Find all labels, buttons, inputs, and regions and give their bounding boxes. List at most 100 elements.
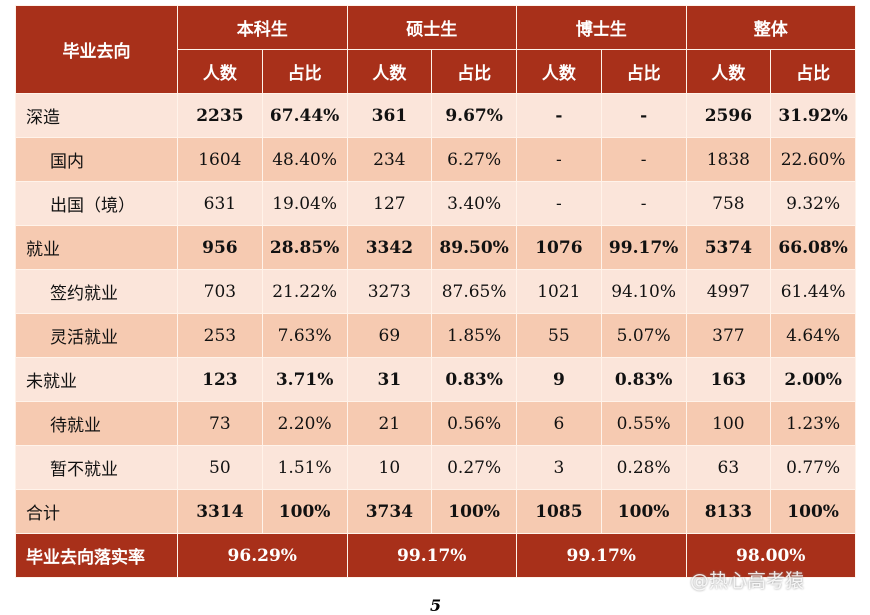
count-cell: - xyxy=(516,181,602,226)
count-cell: 73 xyxy=(177,401,263,446)
table-row: 灵活就业 253 7.63% 69 1.85% 55 5.07% 377 4.64% xyxy=(15,313,856,358)
ratio-cell: 0.27% xyxy=(431,445,517,490)
count-cell: 163 xyxy=(685,357,772,402)
count-cell: 31 xyxy=(346,357,433,402)
ratio-cell: 1.51% xyxy=(261,445,348,490)
header-ratio: 占比 xyxy=(770,49,856,94)
count-cell: 361 xyxy=(346,93,433,138)
ratio-cell: 67.44% xyxy=(261,93,348,138)
ratio-cell: 87.65% xyxy=(431,269,517,314)
ratio-cell: 100% xyxy=(600,489,687,534)
ratio-cell: 89.50% xyxy=(431,225,517,270)
header-destination: 毕业去向 xyxy=(15,5,178,94)
table-row: 暂不就业 50 1.51% 10 0.27% 3 0.28% 63 0.77% xyxy=(15,445,856,490)
placement-rate-row: 毕业去向落实率 96.29% 99.17% 99.17% 98.00% xyxy=(15,533,856,578)
count-cell: 123 xyxy=(177,357,263,402)
ratio-cell: 19.04% xyxy=(261,181,348,226)
count-cell: 234 xyxy=(346,137,433,182)
table-row: 合计 3314 100% 3734 100% 1085 100% 8133 100% xyxy=(15,489,856,534)
row-label: 合计 xyxy=(15,489,178,534)
ratio-cell: 31.92% xyxy=(770,93,856,138)
ratio-cell: 22.60% xyxy=(770,137,856,182)
row-label: 灵活就业 xyxy=(15,313,178,358)
count-cell: 4997 xyxy=(685,269,772,314)
ratio-cell: 1.23% xyxy=(770,401,856,446)
table-row: 签约就业 703 21.22% 3273 87.65% 1021 94.10% 4997 61.… xyxy=(15,269,856,314)
header-group: 本科生 xyxy=(177,5,348,50)
count-cell: 1076 xyxy=(516,225,602,270)
row-label: 国内 xyxy=(15,137,178,182)
ratio-cell: 4.64% xyxy=(770,313,856,358)
count-cell: 3734 xyxy=(346,489,433,534)
count-cell: 1604 xyxy=(177,137,263,182)
count-cell: 2596 xyxy=(685,93,772,138)
watermark: @热心高考猿 xyxy=(690,570,805,592)
header-count: 人数 xyxy=(346,49,433,94)
count-cell: 100 xyxy=(685,401,772,446)
count-cell: 3273 xyxy=(346,269,433,314)
ratio-cell: 0.83% xyxy=(431,357,517,402)
ratio-cell: 5.07% xyxy=(600,313,687,358)
ratio-cell: 3.71% xyxy=(261,357,348,402)
rate-cell: 96.29% xyxy=(177,533,348,578)
table-row: 就业 956 28.85% 3342 89.50% 1076 99.17% 5374 66.08… xyxy=(15,225,856,270)
ratio-cell: 9.67% xyxy=(431,93,517,138)
count-cell: 3342 xyxy=(346,225,433,270)
ratio-cell: 0.56% xyxy=(431,401,517,446)
header-group: 博士生 xyxy=(516,5,687,50)
count-cell: 127 xyxy=(346,181,433,226)
count-cell: 758 xyxy=(685,181,772,226)
ratio-cell: 9.32% xyxy=(770,181,856,226)
ratio-cell: - xyxy=(600,93,687,138)
header-ratio: 占比 xyxy=(600,49,687,94)
count-cell: 50 xyxy=(177,445,263,490)
table-row: 未就业 123 3.71% 31 0.83% 9 0.83% 163 2.00% xyxy=(15,357,856,402)
ratio-cell: 94.10% xyxy=(600,269,687,314)
ratio-cell: 48.40% xyxy=(261,137,348,182)
ratio-cell: 66.08% xyxy=(770,225,856,270)
count-cell: 1838 xyxy=(685,137,772,182)
rate-cell: 98.00% xyxy=(685,533,856,578)
row-label: 毕业去向落实率 xyxy=(15,533,178,578)
header-count: 人数 xyxy=(685,49,772,94)
ratio-cell: 100% xyxy=(770,489,856,534)
row-label: 深造 xyxy=(15,93,178,138)
count-cell: - xyxy=(516,137,602,182)
page-number: 5 xyxy=(430,596,442,615)
count-cell: 63 xyxy=(685,445,772,490)
ratio-cell: 0.28% xyxy=(600,445,687,490)
table-row: 深造 2235 67.44% 361 9.67% - -2596 31.92% xyxy=(15,93,856,138)
header-count: 人数 xyxy=(516,49,602,94)
ratio-cell: 0.83% xyxy=(600,357,687,402)
count-cell: 6 xyxy=(516,401,602,446)
count-cell: 703 xyxy=(177,269,263,314)
header-ratio: 占比 xyxy=(261,49,348,94)
ratio-cell: 100% xyxy=(261,489,348,534)
row-label: 就业 xyxy=(15,225,178,270)
ratio-cell: 2.20% xyxy=(261,401,348,446)
rate-cell: 99.17% xyxy=(516,533,687,578)
row-label: 未就业 xyxy=(15,357,178,402)
count-cell: 3 xyxy=(516,445,602,490)
ratio-cell: - xyxy=(600,137,687,182)
row-label: 出国（境） xyxy=(15,181,178,226)
count-cell: 2235 xyxy=(177,93,263,138)
table-row: 出国（境） 631 19.04% 127 3.40% - -758 9.32% xyxy=(15,181,856,226)
ratio-cell: 100% xyxy=(431,489,517,534)
ratio-cell: 61.44% xyxy=(770,269,856,314)
count-cell: 69 xyxy=(346,313,433,358)
ratio-cell: - xyxy=(600,181,687,226)
ratio-cell: 0.55% xyxy=(600,401,687,446)
header-count: 人数 xyxy=(177,49,263,94)
row-label: 暂不就业 xyxy=(15,445,178,490)
ratio-cell: 7.63% xyxy=(261,313,348,358)
ratio-cell: 21.22% xyxy=(261,269,348,314)
count-cell: 1021 xyxy=(516,269,602,314)
count-cell: 631 xyxy=(177,181,263,226)
count-cell: 1085 xyxy=(516,489,602,534)
employment-table: 毕业去向 本科生 硕士生 博士生 整体 人数 占比 人数 占比 人数 占比 人数 占比 深造 2… xyxy=(15,5,856,578)
ratio-cell: 3.40% xyxy=(431,181,517,226)
ratio-cell: 28.85% xyxy=(261,225,348,270)
count-cell: 10 xyxy=(346,445,433,490)
count-cell: 956 xyxy=(177,225,263,270)
